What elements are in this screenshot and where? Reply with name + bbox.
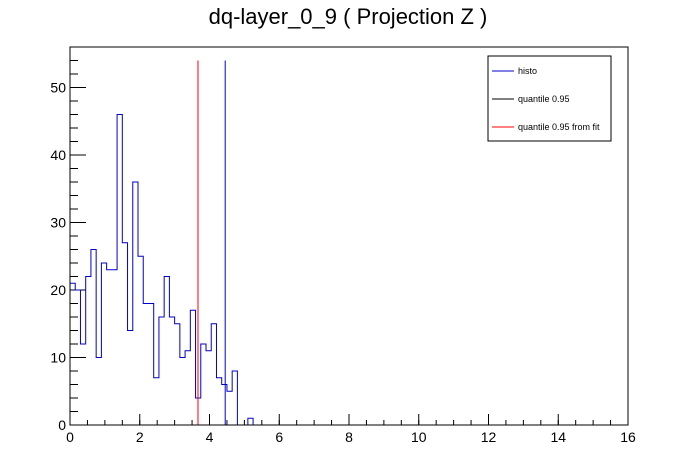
histogram-series	[69, 114, 254, 426]
x-tick-label: 8	[345, 429, 353, 445]
y-tick-label: 20	[50, 282, 66, 298]
x-tick-label: 4	[206, 429, 214, 445]
x-tick-label: 16	[620, 429, 636, 445]
x-tick-label: 6	[275, 429, 283, 445]
x-tick-label: 2	[136, 429, 144, 445]
x-tick-label: 14	[550, 429, 566, 445]
x-tick-label: 12	[481, 429, 497, 445]
plot-area: 0 2 4 6 8 10 12 14 16 0 10 20 30 40 50	[50, 46, 636, 445]
x-tick-label: 10	[411, 429, 427, 445]
legend: histo quantile 0.95 quantile 0.95 from fit	[487, 55, 612, 142]
y-tick-label: 10	[50, 350, 66, 366]
y-tick-label: 40	[50, 147, 66, 163]
chart-title: dq-layer_0_9 ( Projection Z )	[209, 4, 488, 29]
plot-frame	[69, 46, 629, 426]
y-tick-label: 0	[58, 417, 66, 433]
legend-label: quantile 0.95 from fit	[518, 122, 600, 132]
legend-label: quantile 0.95	[518, 94, 570, 104]
y-tick-label: 30	[50, 215, 66, 231]
x-tick-label: 0	[66, 429, 74, 445]
y-tick-label: 50	[50, 80, 66, 96]
legend-label: histo	[518, 66, 537, 76]
